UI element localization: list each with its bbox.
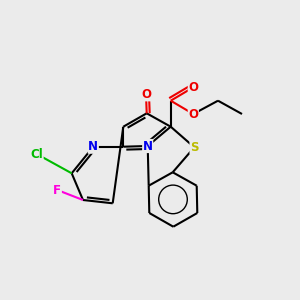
Text: O: O [188, 107, 198, 121]
Text: F: F [53, 184, 61, 196]
Text: O: O [141, 88, 151, 101]
Text: N: N [88, 140, 98, 153]
Text: S: S [190, 141, 199, 154]
Text: O: O [188, 81, 198, 94]
Text: N: N [143, 140, 153, 152]
Text: Cl: Cl [30, 148, 43, 160]
